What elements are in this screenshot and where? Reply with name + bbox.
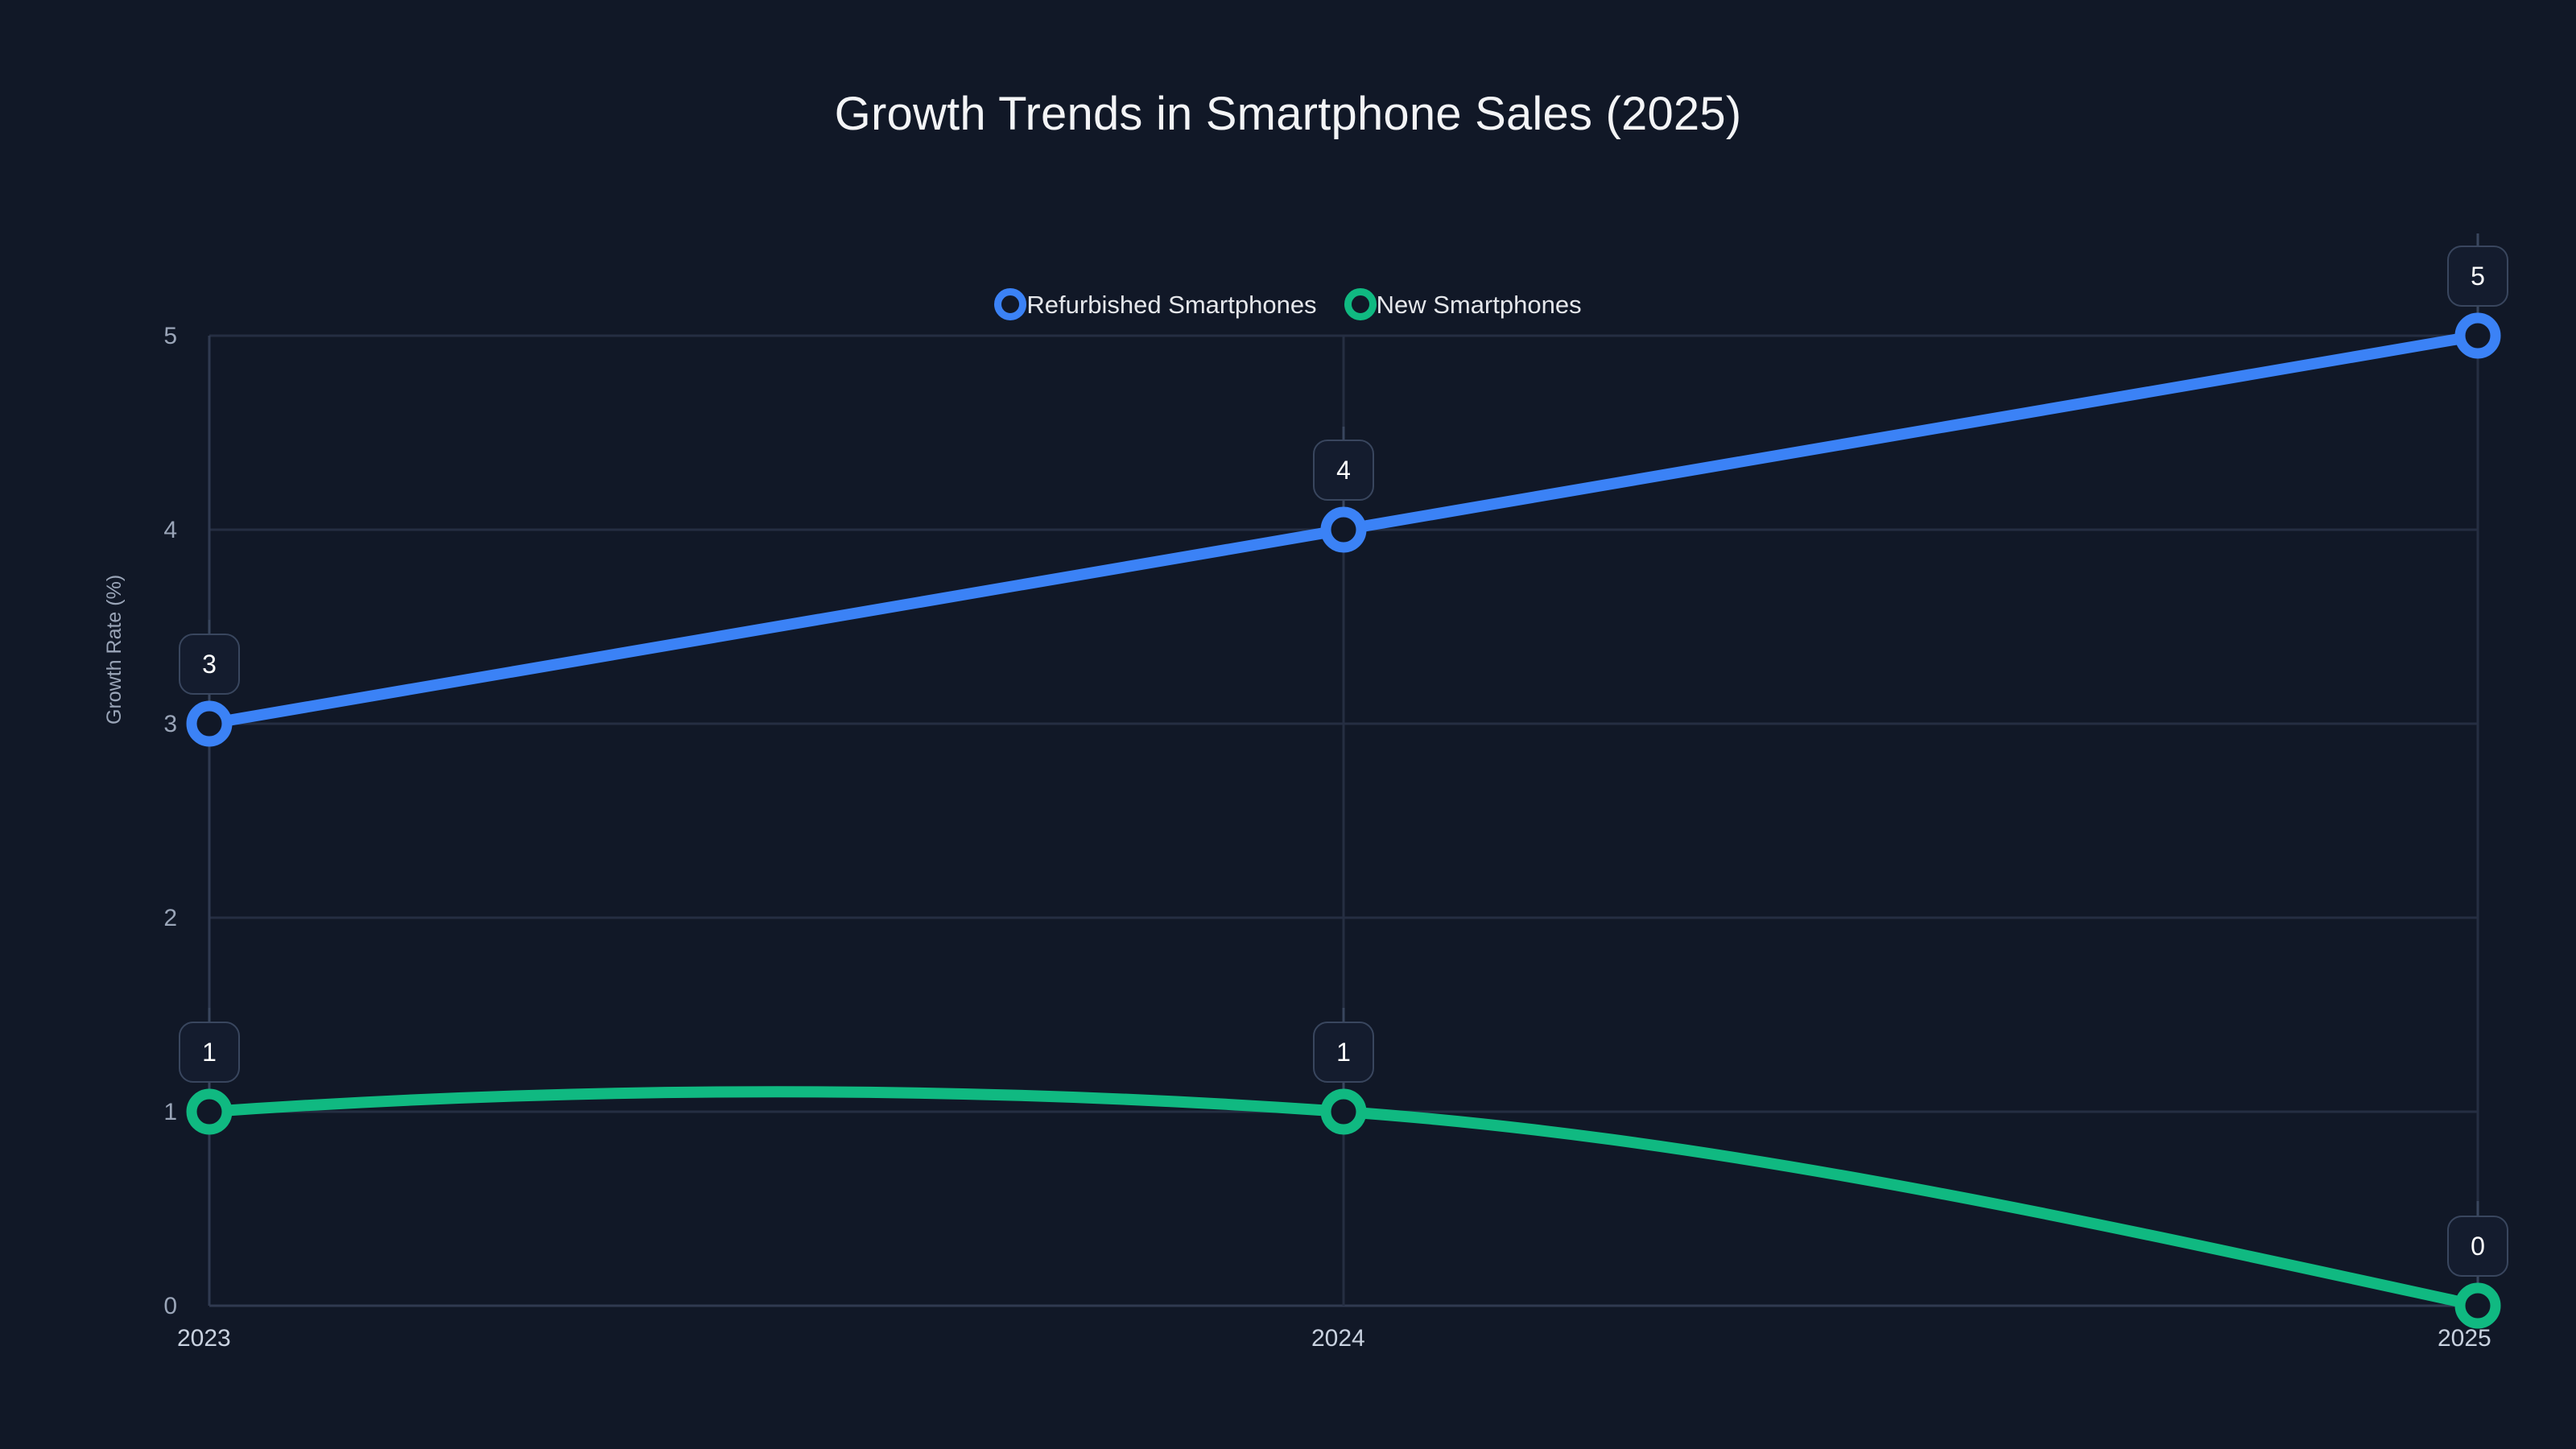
data-point[interactable] — [1320, 1088, 1367, 1135]
data-point[interactable] — [1320, 506, 1367, 553]
chart-legend: Refurbished Smartphones New Smartphones — [0, 288, 2576, 320]
data-label-refurbished-2024: 4 — [1313, 440, 1374, 501]
series-points-new-smartphones[interactable] — [186, 1088, 2501, 1329]
data-label-new-2025: 0 — [2447, 1216, 2508, 1277]
y-axis-tick-5: 5 — [163, 323, 177, 349]
x-axis-tick-2023: 2023 — [177, 1325, 231, 1352]
y-axis-title: Growth Rate (%) — [103, 574, 126, 724]
legend-item-refurbished-smartphones[interactable]: Refurbished Smartphones — [994, 288, 1317, 320]
y-axis-tick-4: 4 — [163, 517, 177, 543]
data-point[interactable] — [2454, 1282, 2501, 1329]
legend-ring-icon — [994, 288, 1027, 320]
y-axis-tick-2: 2 — [163, 905, 177, 931]
legend-label: Refurbished Smartphones — [1026, 290, 1317, 319]
legend-ring-icon — [1344, 288, 1377, 320]
data-label-refurbished-2023: 3 — [179, 634, 240, 695]
series-points-refurbished-smartphones[interactable] — [186, 312, 2501, 747]
x-axis-tick-2025: 2025 — [2438, 1325, 2491, 1352]
y-axis-tick-0: 0 — [163, 1293, 177, 1319]
data-point[interactable] — [186, 700, 233, 747]
chart-title: Growth Trends in Smartphone Sales (2025) — [834, 88, 1742, 140]
y-axis-tick-3: 3 — [163, 711, 177, 737]
data-point[interactable] — [2454, 312, 2501, 359]
data-label-new-2023: 1 — [179, 1022, 240, 1083]
data-point[interactable] — [186, 1088, 233, 1135]
y-axis-tick-1: 1 — [163, 1099, 177, 1125]
data-label-new-2024: 1 — [1313, 1022, 1374, 1083]
legend-label: New Smartphones — [1376, 290, 1582, 319]
legend-item-new-smartphones[interactable]: New Smartphones — [1344, 288, 1582, 320]
x-axis-tick-2024: 2024 — [1311, 1325, 1365, 1352]
data-label-refurbished-2025: 5 — [2447, 246, 2508, 307]
